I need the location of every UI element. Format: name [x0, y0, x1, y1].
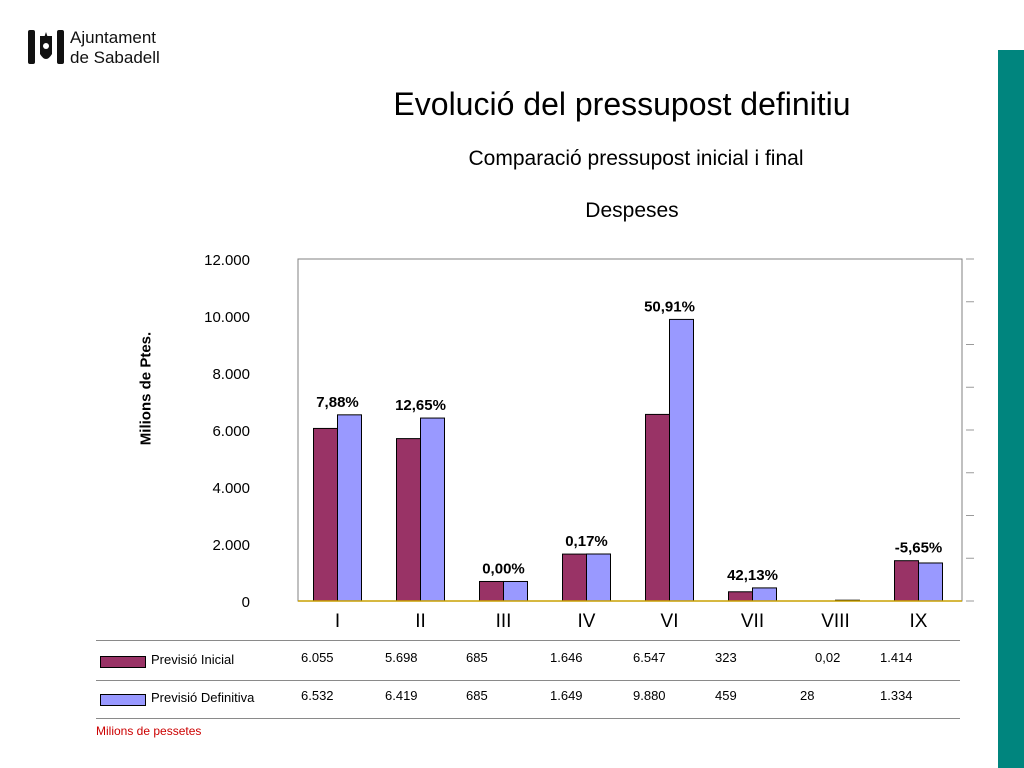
- table-cell: 1.414: [880, 650, 913, 665]
- table-rule-middle: [96, 680, 960, 681]
- y-tick-label: 2.000: [212, 537, 250, 554]
- bar-inicial: [645, 413, 670, 602]
- table-cell: 323: [715, 650, 737, 665]
- table-cell: 685: [466, 650, 488, 665]
- x-tick-label: VII: [741, 611, 764, 632]
- bar-chart: 0 2.000 4.000 6.000 8.000 10.000 12.000 I 7,88% I…: [204, 252, 974, 632]
- bar-definitiva: [752, 587, 777, 602]
- percent-change-label: 42,13%: [727, 567, 778, 584]
- table-cell: 6.055: [301, 650, 334, 665]
- percent-change-label: 0,00%: [482, 560, 525, 577]
- bar-inicial: [479, 580, 504, 602]
- table-cell: 9.880: [633, 688, 666, 703]
- bar-definitiva: [586, 553, 611, 602]
- table-rule-bottom: [96, 718, 960, 719]
- bar-inicial: [313, 427, 338, 602]
- legend-swatch-definitiva: [100, 694, 146, 706]
- bar-definitiva: [503, 580, 528, 602]
- bar-inicial: [396, 438, 421, 602]
- city-crest-icon: [28, 30, 64, 64]
- table-cell: 6.532: [301, 688, 334, 703]
- x-tick-label: II: [415, 611, 426, 632]
- legend-label-definitiva: Previsió Definitiva: [151, 690, 255, 705]
- y-tick-label: 6.000: [212, 423, 250, 440]
- y-tick-label: 12.000: [204, 252, 250, 269]
- table-cell: 685: [466, 688, 488, 703]
- legend-swatch-inicial: [100, 656, 146, 668]
- x-tick-label: I: [335, 611, 340, 632]
- logo: Ajuntament de Sabadell: [26, 26, 206, 76]
- page-subtitle: Comparació pressupost inicial i final: [468, 147, 804, 170]
- x-tick-label: IV: [578, 611, 596, 632]
- legend-label-inicial: Previsió Inicial: [151, 652, 235, 667]
- bar-inicial: [894, 560, 919, 602]
- brand-name-line1: Ajuntament: [70, 28, 156, 47]
- bar-inicial: [562, 553, 587, 602]
- bar-definitiva: [918, 562, 943, 602]
- table-cell: 6.419: [385, 688, 418, 703]
- side-accent-bar: [998, 50, 1024, 768]
- table-cell: 5.698: [385, 650, 418, 665]
- x-tick-label: IX: [910, 611, 928, 632]
- percent-change-label: -5,65%: [895, 540, 943, 557]
- table-cell: 1.646: [550, 650, 583, 665]
- x-tick-label: VIII: [821, 611, 850, 632]
- table-cell: 28: [800, 688, 815, 703]
- y-tick-label: 4.000: [212, 480, 250, 497]
- x-tick-label: VI: [661, 611, 679, 632]
- y-tick-label: 0: [242, 594, 250, 611]
- table-cell: 6.547: [633, 650, 666, 665]
- table-cell: 459: [715, 688, 737, 703]
- bar-definitiva: [669, 318, 694, 602]
- brand-name-line2: de Sabadell: [70, 48, 160, 67]
- y-tick-label: 8.000: [212, 366, 250, 383]
- bar-definitiva: [420, 417, 445, 602]
- percent-change-label: 50,91%: [644, 298, 695, 315]
- page-subtitle-secondary: Despeses: [585, 199, 679, 222]
- bar-definitiva: [337, 414, 362, 602]
- brand-name: Ajuntament de Sabadell: [70, 28, 160, 68]
- percent-change-label: 12,65%: [395, 397, 446, 414]
- table-cell: 1.649: [550, 688, 583, 703]
- table-cell: 0,02: [815, 650, 841, 665]
- y-tick-label: 10.000: [204, 309, 250, 326]
- table-cell: 1.334: [880, 688, 913, 703]
- page-title: Evolució del pressupost definitiu: [393, 86, 851, 122]
- x-tick-label: III: [496, 611, 512, 632]
- percent-change-label: 0,17%: [565, 533, 608, 550]
- bar-inicial: [728, 591, 753, 602]
- units-note: Milions de pessetes: [96, 724, 202, 738]
- table-rule-top: [96, 640, 960, 641]
- percent-change-label: 7,88%: [316, 394, 359, 411]
